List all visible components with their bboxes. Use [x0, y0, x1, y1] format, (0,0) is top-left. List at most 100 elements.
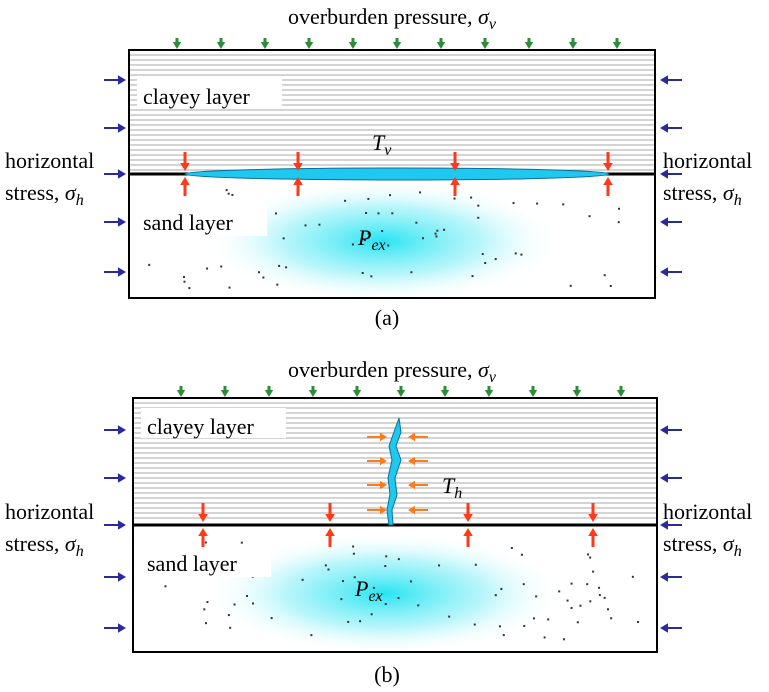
sand-grain [576, 621, 579, 624]
sand-grain [231, 193, 234, 196]
arrow-head [118, 623, 126, 633]
sand-grain [164, 585, 167, 588]
arrow-head [118, 217, 126, 227]
overburden-label-symbol: σ [478, 4, 490, 29]
arrow-head [440, 390, 450, 397]
sand-grain [598, 594, 601, 597]
sand-grain [415, 221, 418, 224]
stress-label-text: stress, [5, 531, 65, 556]
arrow-head [528, 390, 538, 397]
arrow-head [118, 267, 126, 277]
arrow-head [180, 163, 190, 171]
arrow-head [612, 42, 622, 49]
arrow-head [450, 163, 460, 171]
tension-label-symbol: T [372, 130, 386, 155]
arrow-head [348, 42, 358, 49]
sand-grain [477, 204, 480, 207]
sand-grain [397, 597, 400, 600]
sand-grain [274, 212, 277, 215]
pressure-label: Pex [357, 225, 386, 254]
arrow-head [380, 432, 387, 442]
sand-grain [579, 604, 582, 607]
sand-grain [318, 223, 321, 226]
sand-grain [206, 601, 209, 604]
sand-grain [443, 228, 446, 231]
sand-grain [512, 202, 515, 205]
sand-grain [603, 596, 606, 599]
arrow-head [118, 473, 126, 483]
sand-grain [637, 621, 640, 624]
sand-grain [365, 212, 368, 215]
arrow-head [198, 528, 208, 536]
sand-grain [586, 583, 589, 586]
arrow-head [463, 528, 473, 536]
arrow-head [118, 572, 126, 582]
clay-label: clayey layer [147, 414, 255, 439]
arrow-head [293, 163, 303, 171]
arrow-head [325, 528, 335, 536]
pressure-label-subscript: ex [371, 237, 385, 254]
arrow-head [260, 42, 270, 49]
stress-label: stress, σh [5, 180, 84, 209]
sand-grain [410, 271, 413, 274]
overburden-label-text: overburden pressure, [288, 357, 478, 382]
pressure-label-subscript: ex [368, 588, 382, 605]
stress-label-subscript: h [76, 192, 84, 209]
arrow-head [408, 456, 415, 466]
arrow-head [660, 623, 668, 633]
sand-grain [310, 634, 313, 637]
arrow-head [264, 390, 274, 397]
label-bg [137, 78, 282, 108]
stress-label: stress, σh [663, 180, 742, 209]
clay-label: clayey layer [143, 84, 251, 109]
stress-label: horizontal [663, 148, 752, 173]
sand-grain [361, 272, 364, 275]
arrow-head [216, 42, 226, 49]
arrow-head [308, 390, 318, 397]
label-bg [137, 204, 267, 236]
sand-grain [203, 608, 206, 611]
sand-grain [389, 194, 392, 197]
stress-label: stress, σh [663, 531, 742, 560]
stress-label-text: stress, [663, 531, 723, 556]
sand-grain [391, 212, 394, 215]
arrow-head [198, 514, 208, 522]
sand-grain [470, 196, 473, 199]
arrow-head [660, 267, 668, 277]
sand-grain [361, 238, 364, 241]
stress-label-text: stress, [663, 180, 723, 205]
tension-label-symbol: T [442, 473, 456, 498]
sand-grain [421, 237, 424, 240]
sand-grain [617, 221, 620, 224]
sand-grain [188, 287, 191, 290]
label-bg [141, 545, 271, 577]
sand-grain [270, 617, 273, 620]
sand-grain [183, 280, 186, 283]
sand-grain [448, 615, 451, 618]
arrow-head [484, 390, 494, 397]
arrow-head [408, 432, 415, 442]
sand-grain [610, 617, 613, 620]
sand-grain [598, 586, 601, 589]
arrow-head [304, 42, 314, 49]
arrow-head [180, 177, 190, 185]
sand-grain [434, 232, 437, 235]
sand-grain [481, 253, 484, 256]
sand-grain [225, 189, 228, 192]
sand-grain [588, 215, 591, 218]
sand-grain [438, 564, 441, 567]
sand-grain [384, 565, 387, 568]
arrow-head [176, 390, 186, 397]
sand-grain [474, 563, 477, 566]
arrow-head [568, 42, 578, 49]
arrow-head [524, 42, 534, 49]
sand-grain [570, 582, 573, 585]
sand-grain [301, 578, 304, 581]
sand-grain [547, 618, 550, 621]
arrow-head [660, 572, 668, 582]
arrow-head [118, 169, 126, 179]
sand-grain [352, 552, 355, 555]
sand-grain [370, 275, 373, 278]
sand-grain [347, 620, 350, 623]
